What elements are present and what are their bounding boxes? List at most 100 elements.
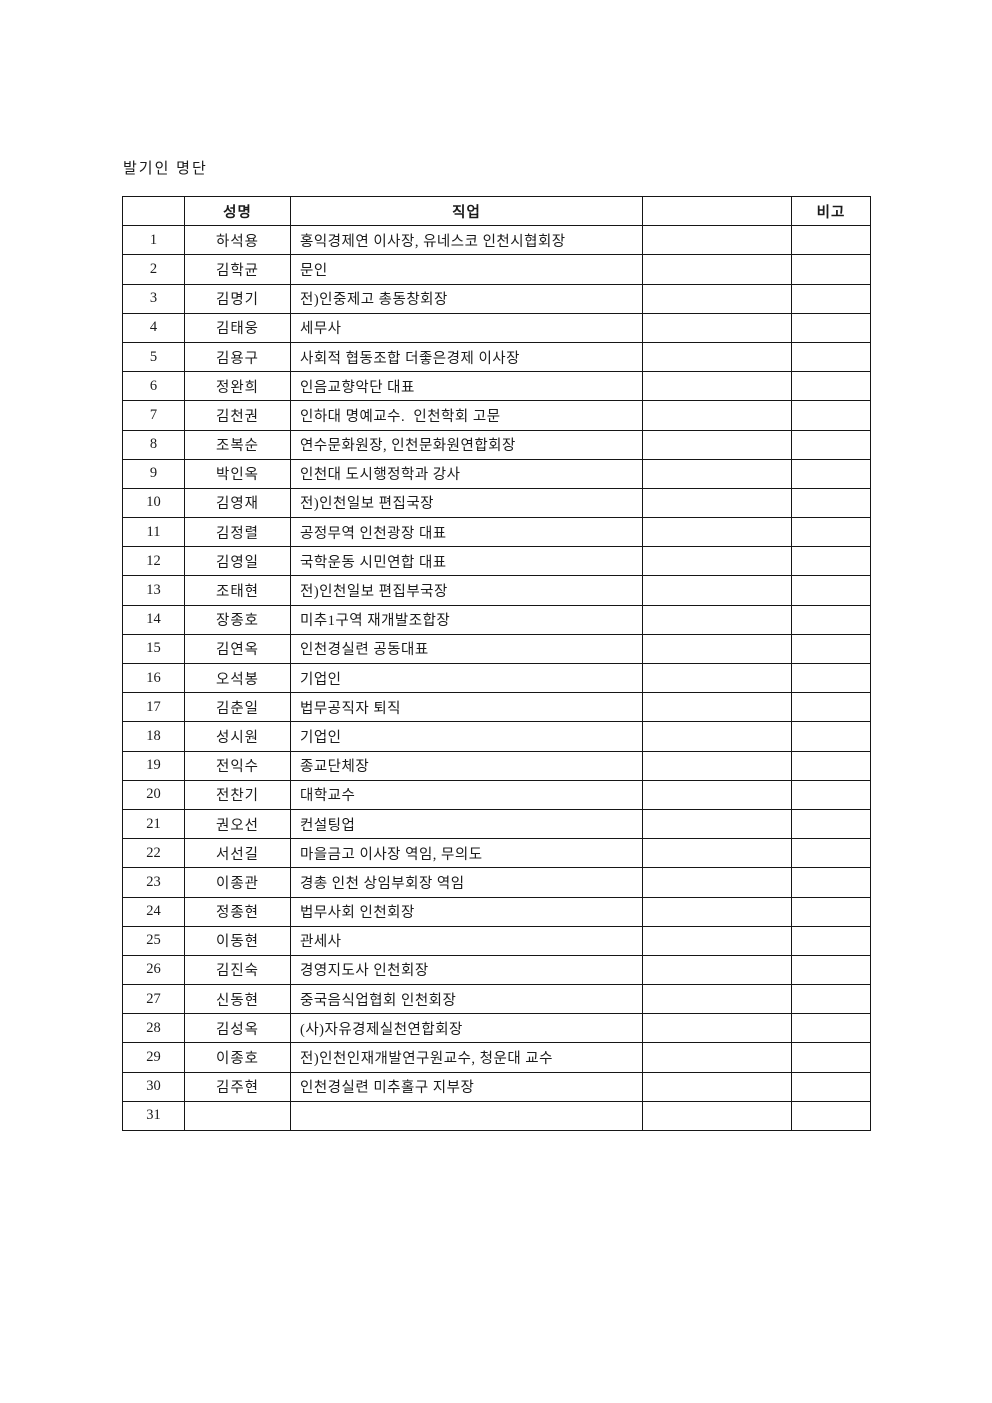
table-row: 12 김영일 국학운동 시민연합 대표 [122, 546, 871, 577]
occupation-cell: 공정무역 인천광장 대표 [290, 517, 643, 548]
empty-cell [642, 838, 792, 869]
occupation-cell: 관세사 [290, 925, 643, 956]
table-row: 19 전익수 종교단체장 [122, 750, 871, 781]
name-cell: 전찬기 [184, 779, 291, 810]
table-row: 4 김태웅 세무사 [122, 312, 871, 343]
name-cell: 김명기 [184, 283, 291, 314]
occupation-cell: 대학교수 [290, 779, 643, 810]
note-cell [791, 867, 871, 898]
table-row: 25 이동현 관세사 [122, 925, 871, 956]
table-row: 21 권오선 컨설팅업 [122, 808, 871, 840]
row-number-cell: 14 [122, 604, 185, 635]
note-cell [791, 225, 871, 256]
note-cell [791, 633, 871, 665]
occupation-cell: 컨설팅업 [290, 808, 643, 840]
occupation-cell: 전)인천일보 편집부국장 [290, 575, 643, 606]
name-cell: 정종현 [184, 896, 291, 927]
founders-table: 성명 직업 비고 1 하석용 홍익경제연 이사장, 유네스코 인천시협회장 2 … [122, 195, 871, 1132]
name-cell: 조복순 [184, 429, 291, 460]
table-row: 17 김춘일 법무공직자 퇴직 [122, 692, 871, 723]
table-row: 13 조태현 전)인천일보 편집부국장 [122, 575, 871, 606]
note-cell [791, 517, 871, 548]
empty-cell [642, 546, 792, 577]
occupation-cell: 연수문화원장, 인천문화원연합회장 [290, 429, 643, 460]
row-number-cell: 7 [122, 400, 185, 431]
table-row: 2 김학균 문인 [122, 254, 871, 285]
occupation-cell: 문인 [290, 254, 643, 285]
row-number-cell: 23 [122, 867, 185, 898]
name-cell: 이종관 [184, 867, 291, 898]
header-note: 비고 [791, 195, 871, 227]
occupation-cell: 인하대 명예교수. 인천학회 고문 [290, 400, 643, 431]
row-number-cell: 1 [122, 225, 185, 256]
table-row: 10 김영재 전)인천일보 편집국장 [122, 487, 871, 519]
row-number-cell: 26 [122, 954, 185, 986]
note-cell [791, 838, 871, 869]
table-row: 5 김용구 사회적 협동조합 더좋은경제 이사장 [122, 341, 871, 373]
row-number-cell: 25 [122, 925, 185, 956]
row-number-cell: 3 [122, 283, 185, 314]
table-row: 18 성시원 기업인 [122, 721, 871, 752]
row-number-cell: 4 [122, 312, 185, 343]
empty-cell [642, 1071, 792, 1102]
name-cell: 김성옥 [184, 1013, 291, 1044]
note-cell [791, 662, 871, 694]
occupation-cell: 국학운동 시민연합 대표 [290, 546, 643, 577]
name-cell: 이동현 [184, 925, 291, 956]
empty-cell [642, 400, 792, 431]
name-cell: 조태현 [184, 575, 291, 606]
note-cell [791, 779, 871, 810]
empty-cell [642, 954, 792, 986]
note-cell [791, 283, 871, 314]
row-number-cell: 15 [122, 633, 185, 665]
occupation-cell: 세무사 [290, 312, 643, 343]
occupation-cell: 인음교향악단 대표 [290, 371, 643, 402]
empty-cell [642, 604, 792, 635]
table-header: 성명 직업 비고 [122, 195, 871, 227]
table-row: 26 김진숙 경영지도사 인천회장 [122, 954, 871, 986]
row-number-cell: 10 [122, 487, 185, 519]
note-cell [791, 429, 871, 460]
note-cell [791, 312, 871, 343]
name-cell: 하석용 [184, 225, 291, 256]
note-cell [791, 1042, 871, 1073]
table-row: 24 정종현 법무사회 인천회장 [122, 896, 871, 927]
occupation-cell: 종교단체장 [290, 750, 643, 781]
header-name: 성명 [184, 195, 291, 227]
name-cell: 장종호 [184, 604, 291, 635]
empty-cell [642, 575, 792, 606]
empty-cell [642, 867, 792, 898]
row-number-cell: 8 [122, 429, 185, 460]
table-row: 30 김주현 인천경실련 미추홀구 지부장 [122, 1071, 871, 1102]
name-cell: 김용구 [184, 341, 291, 373]
name-cell: 전익수 [184, 750, 291, 781]
empty-cell [642, 517, 792, 548]
name-cell: 김영재 [184, 487, 291, 519]
row-number-cell: 5 [122, 341, 185, 373]
occupation-cell: 중국음식업협회 인천회장 [290, 984, 643, 1015]
header-blank [642, 195, 792, 227]
name-cell: 김태웅 [184, 312, 291, 343]
occupation-cell: 기업인 [290, 662, 643, 694]
table-row: 28 김성옥 (사)자유경제실천연합회장 [122, 1013, 871, 1044]
note-cell [791, 546, 871, 577]
name-cell: 서선길 [184, 838, 291, 869]
table-row: 20 전찬기 대학교수 [122, 779, 871, 810]
empty-cell [642, 779, 792, 810]
empty-cell [642, 1100, 792, 1132]
empty-cell [642, 1013, 792, 1044]
table-row: 31 [122, 1100, 871, 1132]
note-cell [791, 925, 871, 956]
row-number-cell: 16 [122, 662, 185, 694]
empty-cell [642, 254, 792, 285]
occupation-cell: 경영지도사 인천회장 [290, 954, 643, 986]
note-cell [791, 604, 871, 635]
name-cell: 김춘일 [184, 692, 291, 723]
table-header-row: 성명 직업 비고 [122, 195, 871, 227]
occupation-cell: 전)인천일보 편집국장 [290, 487, 643, 519]
table-row: 15 김연옥 인천경실련 공동대표 [122, 633, 871, 665]
note-cell [791, 487, 871, 519]
row-number-cell: 28 [122, 1013, 185, 1044]
empty-cell [642, 312, 792, 343]
empty-cell [642, 633, 792, 665]
